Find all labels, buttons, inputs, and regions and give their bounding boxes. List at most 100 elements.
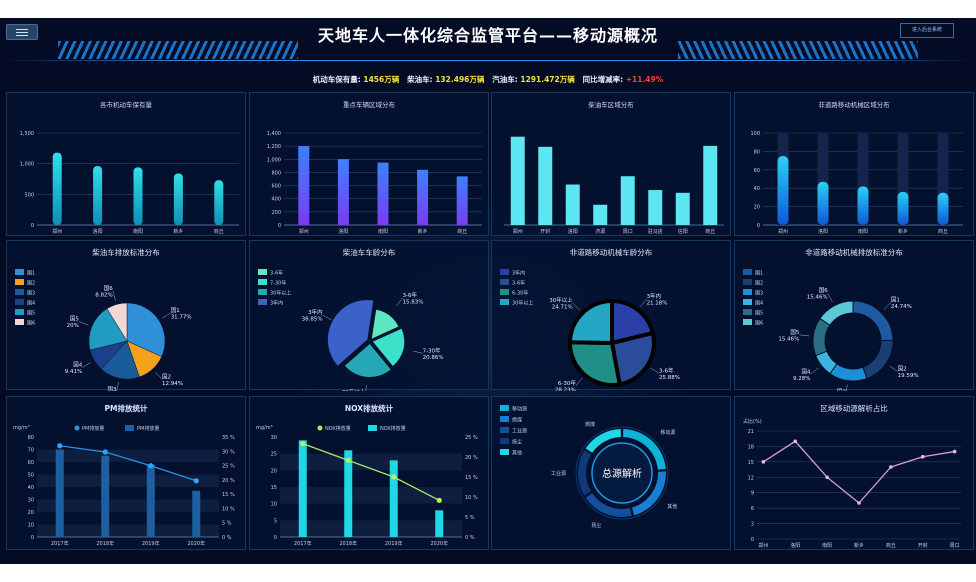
menu-button[interactable] (6, 24, 38, 40)
y-tick-label: 50 (28, 473, 34, 479)
label-leader (883, 302, 892, 310)
legend-label: 3年内 (512, 270, 525, 277)
panel-c3: 柴油车区域分布 郑州 开封 洛阳 济源 周口 驻马店 信阳 商丘 (491, 92, 731, 236)
x-tick-label: 洛阳 (790, 542, 800, 549)
pie-slice (371, 309, 399, 339)
panel-c12: 区域移动源解析占比 占比(%) 0 3 6 9 12 15 18 21 郑州 洛阳 南阳 新乡 商丘 开封 周… (734, 396, 974, 550)
slice-value: 20% (67, 323, 79, 329)
y-tick-label: 12 (748, 475, 754, 481)
chart-title: 各市机动车保有量 (100, 101, 152, 109)
pie-slice (344, 343, 391, 377)
bar (173, 173, 183, 225)
legend-swatch (15, 309, 24, 315)
line-point (952, 449, 957, 454)
x-tick-label: 济源 (595, 228, 605, 235)
y-tick-label: 0 (31, 223, 34, 229)
bar-chart-svg: 0 200 400 600 800 1,000 1,200 1,400 郑州 洛阳 南阳 新乡 商丘 (267, 131, 482, 235)
legend-swatch (500, 289, 509, 295)
bar (377, 162, 389, 225)
x-tick-label: 2020年 (430, 540, 448, 547)
x-tick-label: 周口 (950, 543, 960, 549)
y-tick-label: 9 (751, 491, 754, 497)
bar (192, 490, 201, 537)
legend-swatch (500, 416, 509, 422)
chart-title: 非道路移动机械排放标准分布 (805, 248, 903, 257)
bar (133, 167, 143, 225)
bar (298, 146, 310, 225)
bar (55, 449, 64, 537)
legend-bar-swatch (368, 425, 377, 431)
y-tick-label: 400 (271, 197, 281, 203)
combo-chart-svg: mg/m³ NOX排放量 NOX排放量 0 5 10 15 20 25 30 0 % 5 % 10 % 1… (256, 425, 478, 547)
label-leader (827, 293, 833, 303)
y-tick-label: 80 (28, 435, 34, 441)
x-tick-label: 洛阳 (568, 228, 578, 235)
pie-slice (88, 308, 128, 351)
slice-label: 国3 (837, 389, 847, 391)
donut-outer-ring (575, 426, 669, 520)
y-tick-label: 20 (271, 468, 277, 474)
y-tick-label: 1,200 (267, 144, 281, 150)
slice-value: 12.94% (162, 381, 183, 387)
legend-label: 移动源 (512, 406, 527, 413)
x-tick-label: 2019年 (142, 540, 160, 547)
label-leader (116, 382, 119, 391)
bar (456, 176, 468, 225)
legend-swatch (743, 309, 752, 315)
chart-title: 重点车辆区域分布 (343, 101, 395, 109)
x-tick-label: 郑州 (299, 228, 309, 235)
legend-swatch (743, 319, 752, 325)
y2-tick-label: 10 % (222, 506, 235, 512)
bar (214, 180, 224, 225)
enter-backend-button[interactable]: 进入后台系统 (900, 23, 954, 38)
y-tick-label: 100 (750, 131, 760, 137)
slice-label: 3年内 (308, 308, 323, 316)
line-point (793, 439, 798, 444)
bar (101, 455, 110, 537)
chart-title: 区域移动源解析占比 (820, 404, 888, 413)
panel-c6: 柴油车车龄分布 3-6年 7-30年 30年以上 3年内 3-6年 15.83% 7-30年… (249, 240, 489, 391)
slice-value: 38.85% (302, 317, 323, 323)
legend-swatch (743, 269, 752, 275)
y-tick-label: 30 (271, 435, 277, 441)
pie-slice (106, 302, 128, 342)
slice-label: 其他 (667, 503, 677, 510)
line-point (436, 497, 442, 503)
y-axis-unit: mg/m³ (13, 425, 30, 431)
label-leader (572, 302, 580, 311)
pie-slice (862, 339, 894, 380)
legend-label: 国2 (27, 281, 35, 287)
label-leader (155, 371, 163, 380)
legend-label: 国2 (755, 281, 763, 287)
series-line (763, 440, 955, 504)
motor-label: 机动车保有量: (312, 75, 361, 84)
bar (593, 204, 608, 225)
label-leader (365, 384, 367, 391)
slice-value: 25.88% (659, 375, 680, 381)
slice-value: 15.83% (403, 299, 424, 305)
label-leader (799, 334, 810, 337)
line-point (761, 460, 766, 464)
bar (857, 186, 869, 225)
slice-label: 国3 (107, 386, 117, 391)
bar (146, 464, 155, 537)
y-tick-label: 80 (754, 149, 760, 155)
bar (777, 156, 789, 225)
panel-c2: 重点车辆区域分布 0 200 400 600 800 1,000 1,200 1,400 郑州 洛… (249, 92, 489, 236)
title-decor-left (58, 41, 298, 59)
line-point (920, 454, 925, 459)
x-tick-label: 南阳 (858, 228, 868, 235)
donut-slice (585, 429, 621, 453)
y-tick-label: 40 (754, 186, 760, 192)
x-tick-label: 南阳 (822, 542, 832, 549)
x-tick-label: 洛阳 (338, 228, 348, 235)
x-tick-label: 新乡 (898, 228, 908, 235)
legend-swatch (500, 438, 509, 444)
pie-chart-svg: 3-6年7-30年30年以上3年内3-6年15.83%7-30年20.86%30… (258, 269, 444, 391)
gas-label: 汽油车: (492, 75, 518, 84)
y-tick-label: 21 (748, 429, 754, 435)
pie-slice (819, 300, 854, 326)
slice-label: 国5 (70, 315, 80, 322)
legend-swatch (500, 427, 509, 433)
y-tick-label: 3 (751, 522, 754, 528)
